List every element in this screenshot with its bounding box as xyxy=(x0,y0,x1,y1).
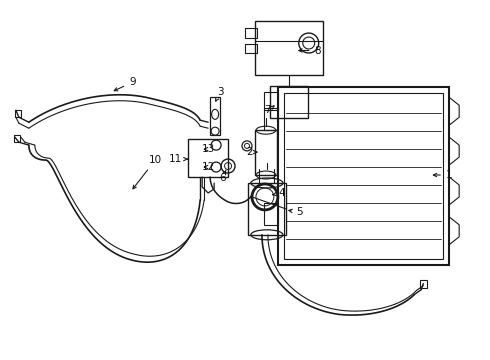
Bar xyxy=(245,44,257,54)
Bar xyxy=(255,21,323,75)
Text: 2: 2 xyxy=(246,147,257,157)
Text: 12: 12 xyxy=(201,162,215,172)
Text: 10: 10 xyxy=(133,155,162,189)
Bar xyxy=(284,93,443,259)
Bar xyxy=(264,203,278,225)
Bar xyxy=(278,87,449,265)
Bar xyxy=(270,86,308,118)
Bar xyxy=(420,280,427,288)
Bar xyxy=(210,97,220,135)
Bar xyxy=(248,183,286,235)
Text: 7: 7 xyxy=(265,105,274,115)
Text: 9: 9 xyxy=(114,77,136,91)
Text: 13: 13 xyxy=(201,144,215,154)
Text: 4: 4 xyxy=(273,188,285,198)
Bar xyxy=(264,92,278,110)
Text: 11: 11 xyxy=(169,154,188,164)
Bar xyxy=(264,108,278,130)
Text: 3: 3 xyxy=(216,87,223,101)
Text: 8: 8 xyxy=(299,45,321,55)
Bar xyxy=(255,130,277,175)
Bar xyxy=(15,110,21,117)
Bar xyxy=(188,139,228,177)
Text: 6: 6 xyxy=(219,170,226,183)
Text: 5: 5 xyxy=(289,207,303,217)
Bar xyxy=(14,135,20,142)
Bar xyxy=(245,28,257,37)
Text: 1: 1 xyxy=(433,170,453,180)
